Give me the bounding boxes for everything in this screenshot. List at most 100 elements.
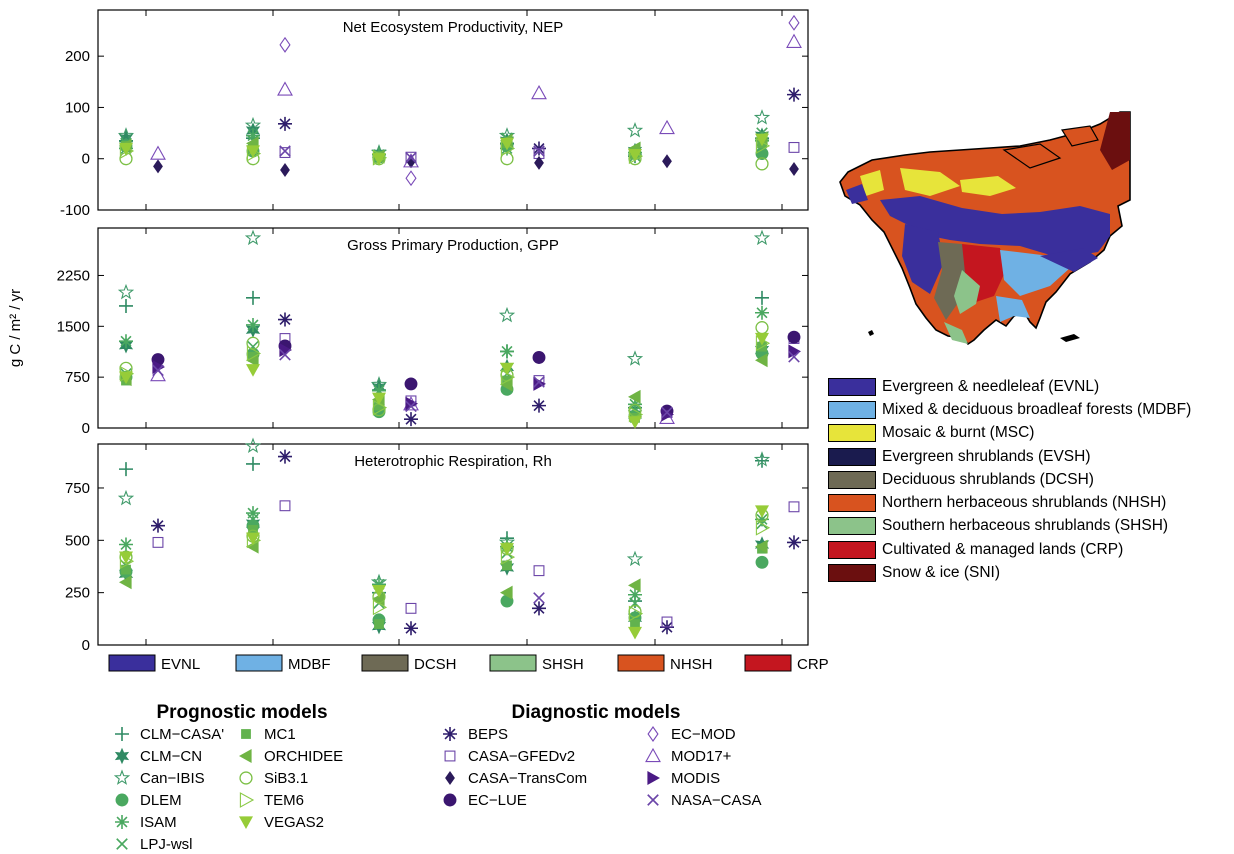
point-nasa-casa-shsh xyxy=(533,592,545,604)
land-cover-legend-item: Southern herbaceous shrublands (SHSH) xyxy=(828,515,1208,538)
category-swatch xyxy=(108,654,156,672)
legend-nasa-casa: NASA−CASA xyxy=(647,792,761,809)
point-ec-lue-crp xyxy=(787,330,801,344)
land-cover-label: Mosaic & burnt (MSC) xyxy=(882,424,1035,442)
point-mod17-shsh xyxy=(531,84,547,100)
category-label: DCSH xyxy=(414,656,457,673)
y-tick-label: 0 xyxy=(82,151,90,168)
point-modis-mdbf xyxy=(279,343,292,358)
point-clm-casa-crp xyxy=(755,290,769,305)
legend-label: CASA−TransCom xyxy=(468,770,587,787)
point-casa-transcom-crp xyxy=(789,161,799,176)
point-casa-transcom-nhsh xyxy=(662,154,672,169)
legend-label: DLEM xyxy=(140,792,182,809)
point-casa-gfedv2-mdbf xyxy=(279,500,291,512)
point-isam-shsh xyxy=(500,344,514,359)
point-orchidee-shsh xyxy=(500,585,513,600)
y-tick-label: 0 xyxy=(82,420,90,437)
point-isam-evnl xyxy=(119,334,133,349)
point-nasa-casa-mdbf xyxy=(279,348,291,361)
point-beps-evnl xyxy=(151,518,165,533)
point-beps-shsh xyxy=(532,601,546,616)
category-dcsh: DCSH xyxy=(361,654,457,673)
y-tick-label: 500 xyxy=(65,532,90,549)
land-cover-label: Evergreen & needleleaf (EVNL) xyxy=(882,377,1100,395)
point-can-ibis-shsh xyxy=(498,306,516,323)
legend-can-ibis: Can−IBIS xyxy=(113,769,205,787)
category-swatch xyxy=(744,654,792,672)
panel-frame xyxy=(97,443,809,646)
point-vegas2-mdbf xyxy=(246,364,260,377)
legend-label: TEM6 xyxy=(264,792,304,809)
legend-clm-casa: CLM−CASA' xyxy=(115,726,224,743)
legend-tem6: TEM6 xyxy=(239,792,304,809)
legend-label: EC−LUE xyxy=(468,792,527,809)
point-sib3-1-crp xyxy=(755,157,769,171)
point-vegas2-mdbf xyxy=(246,532,260,546)
y-tick-label: 100 xyxy=(65,99,90,116)
legend-label: EC−MOD xyxy=(671,726,736,743)
point-casa-transcom-evnl xyxy=(153,159,163,174)
point-dlem-crp xyxy=(755,555,769,569)
land-cover-map xyxy=(839,111,1131,346)
point-ec-mod-mdbf xyxy=(279,36,291,53)
land-cover-legend: Evergreen & needleleaf (EVNL) Mixed & dec… xyxy=(828,375,1208,585)
point-ec-mod-crp xyxy=(788,14,800,31)
legend-label: BEPS xyxy=(468,726,508,743)
point-isam-nhsh xyxy=(628,587,642,602)
point-can-ibis-mdbf xyxy=(244,437,262,454)
point-orchidee-evnl xyxy=(119,575,132,590)
legend-dlem: DLEM xyxy=(115,792,182,809)
y-axis-label: g C / m² / yr xyxy=(7,289,24,367)
point-beps-crp xyxy=(787,87,801,102)
point-ec-lue-dcsh xyxy=(404,377,418,391)
land-cover-swatch xyxy=(828,494,876,513)
point-isam-dcsh xyxy=(372,383,386,398)
land-cover-legend-item: Cultivated & managed lands (CRP) xyxy=(828,538,1208,561)
legend-sib3-1: SiB3.1 xyxy=(239,770,308,787)
point-casa-gfedv2-mdbf xyxy=(279,147,291,159)
point-can-ibis-evnl xyxy=(117,127,135,143)
legend-label: MOD17+ xyxy=(671,748,732,765)
point-vegas2-shsh xyxy=(500,137,514,151)
point-mod17-nhsh xyxy=(659,119,675,135)
panel-title: Heterotrophic Respiration, Rh xyxy=(354,453,552,470)
panel-net-ecosystem-productivity-nep: Net Ecosystem Productivity, NEP -100 0 100 2… xyxy=(60,9,809,219)
point-can-ibis-crp xyxy=(753,451,771,467)
land-cover-swatch xyxy=(828,564,876,583)
point-orchidee-nhsh xyxy=(628,578,641,593)
legend-label: MODIS xyxy=(671,770,720,787)
point-can-ibis-nhsh xyxy=(626,121,644,138)
legend-ec-mod: EC−MOD xyxy=(647,726,736,743)
point-mod17-mdbf xyxy=(277,81,293,96)
point-can-ibis-nhsh xyxy=(626,550,644,567)
land-cover-label: Cultivated & managed lands (CRP) xyxy=(882,540,1124,558)
point-ec-lue-shsh xyxy=(532,351,546,364)
panel-frame xyxy=(97,227,809,429)
land-cover-swatch xyxy=(828,517,876,536)
point-vegas2-dcsh xyxy=(372,392,386,406)
land-cover-label: Southern herbaceous shrublands (SHSH) xyxy=(882,517,1169,535)
point-clm-casa-evnl xyxy=(119,298,133,313)
legend-label: LPJ-wsl xyxy=(140,836,193,853)
category-evnl: EVNL xyxy=(108,654,200,673)
legend-orchidee: ORCHIDEE xyxy=(239,748,343,765)
category-label: EVNL xyxy=(161,656,200,673)
category-label: SHSH xyxy=(542,656,584,673)
category-label: MDBF xyxy=(288,656,331,673)
point-can-ibis-nhsh xyxy=(626,350,644,366)
legend-beps: BEPS xyxy=(443,726,508,743)
point-tem6-crp xyxy=(755,519,771,536)
y-tick-label: -100 xyxy=(60,202,90,219)
land-cover-swatch xyxy=(828,377,876,396)
point-vegas2-mdbf xyxy=(246,145,260,159)
point-can-ibis-evnl xyxy=(117,489,135,506)
category-swatch xyxy=(361,654,409,672)
y-tick-label: 200 xyxy=(65,48,90,65)
point-nasa-casa-crp xyxy=(788,350,800,363)
legend-vegas2: VEGAS2 xyxy=(239,814,324,831)
land-cover-legend-item: Mixed & deciduous broadleaf forests (MDB… xyxy=(828,398,1208,421)
land-cover-legend-item: Mosaic & burnt (MSC) xyxy=(828,422,1208,445)
category-nhsh: NHSH xyxy=(617,654,713,673)
